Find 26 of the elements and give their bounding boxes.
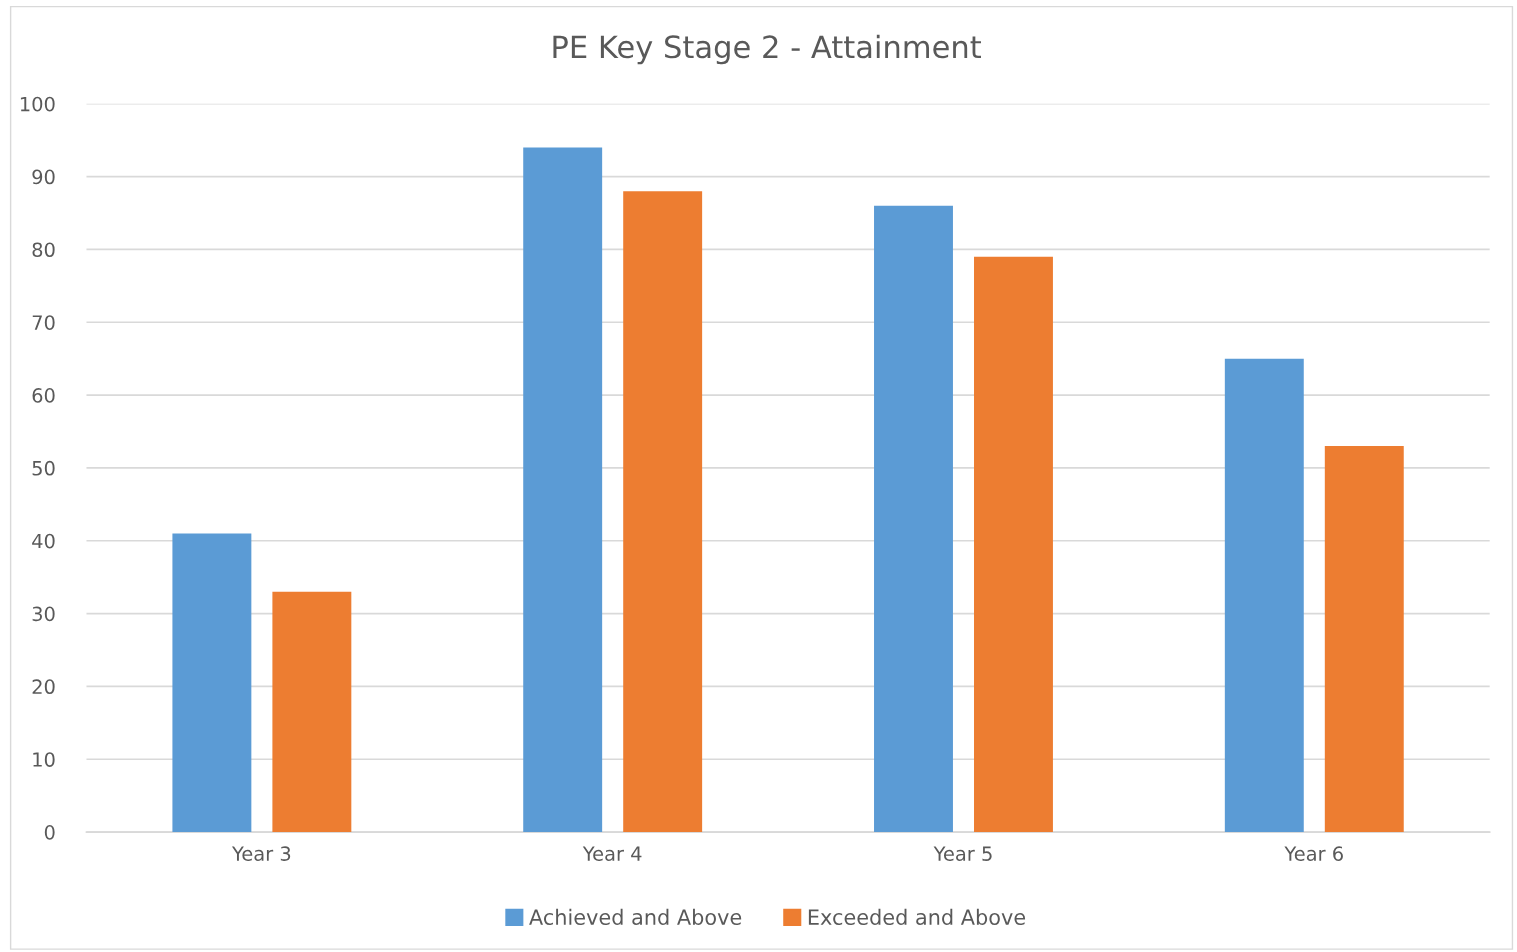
- x-tick-label: Year 6: [1284, 846, 1343, 861]
- y-tick-label: 30: [32, 606, 55, 622]
- legend-label: Exceeded and Above: [808, 908, 1026, 925]
- y-tick-label: 70: [32, 315, 55, 330]
- y-tick-label: 0: [44, 825, 55, 840]
- bar: [272, 591, 352, 833]
- bar: [1224, 358, 1304, 833]
- bar: [623, 191, 703, 833]
- x-tick-label: Year 4: [582, 846, 642, 861]
- y-tick-label: 60: [32, 388, 55, 403]
- legend-label: Achieved and Above: [529, 908, 742, 925]
- bar: [1324, 446, 1404, 833]
- y-tick-label: 50: [32, 460, 55, 476]
- chart-title: PE Key Stage 2 - Attainment: [553, 34, 981, 65]
- y-tick-label: 20: [32, 679, 55, 695]
- y-tick-label: 90: [32, 169, 55, 185]
- bar: [874, 205, 953, 833]
- y-tick-label: 40: [32, 533, 55, 549]
- bar: [172, 533, 252, 833]
- x-tick-label: Year 3: [231, 846, 291, 861]
- y-tick-label: 10: [33, 752, 55, 767]
- bar: [523, 147, 603, 833]
- x-tick-label: Year 5: [933, 846, 992, 861]
- y-tick-label: 100: [20, 96, 55, 112]
- y-tick-label: 80: [32, 242, 55, 258]
- bar: [974, 256, 1053, 833]
